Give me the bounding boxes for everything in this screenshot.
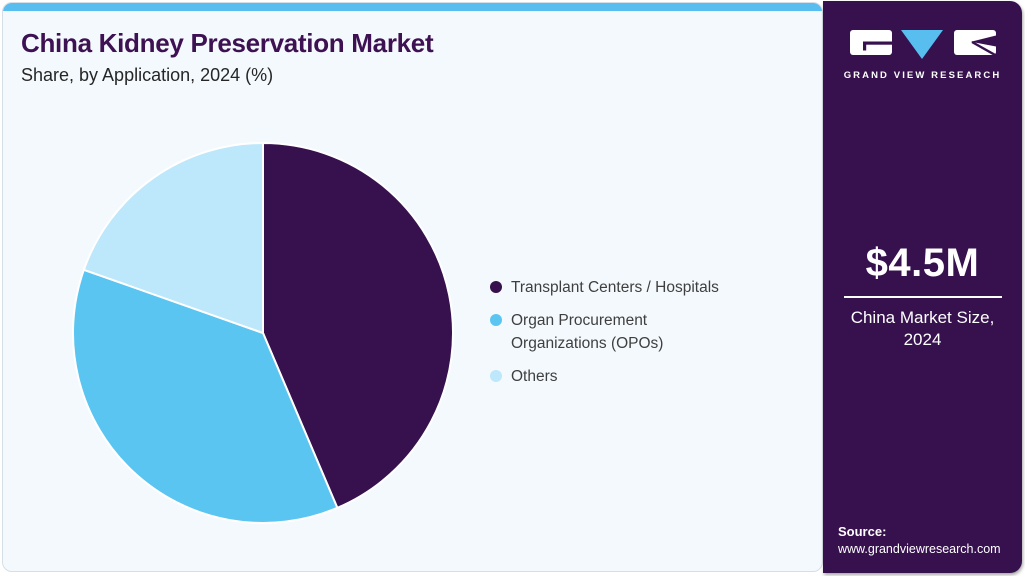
pie-chart	[72, 142, 454, 524]
legend-swatch-icon	[490, 281, 502, 293]
legend-swatch-icon	[490, 314, 502, 327]
legend-swatch-icon	[490, 370, 502, 383]
legend: Transplant Centers / Hospitals Organ Proc…	[490, 277, 742, 389]
brand-logo-text: GRAND VIEW RESEARCH	[843, 70, 1002, 81]
market-size-label-line1: China Market Size,	[850, 308, 995, 327]
chart-panel: China Kidney Preservation Market Share, …	[2, 2, 823, 572]
source-block: Source: www.grandviewresearch.com	[838, 524, 1001, 556]
source-url-link[interactable]: www.grandviewresearch.com	[838, 542, 1001, 556]
legend-item: Others	[490, 366, 742, 388]
legend-label: Organ Procurement Organizations (OPOs)	[511, 312, 664, 352]
pie-slice	[72, 268, 339, 524]
market-size-block: $4.5M China Market Size, 2024	[823, 241, 1022, 352]
legend-item: Transplant Centers / Hospitals	[490, 277, 742, 299]
divider-line	[843, 296, 1002, 298]
source-label: Source:	[838, 524, 887, 539]
legend-item: Organ Procurement Organizations (OPOs)	[490, 310, 742, 355]
market-size-label-line2: 2024	[903, 330, 942, 350]
legend-label: Others	[511, 368, 558, 386]
brand-sidebar: GRAND VIEW RESEARCH $4.5M China Market S…	[823, 1, 1022, 573]
gvr-logo-icon	[849, 30, 996, 59]
market-size-value: $4.5M	[865, 241, 980, 285]
brand-logo: GRAND VIEW RESEARCH	[823, 29, 1022, 81]
pie-slice	[82, 142, 264, 334]
chart-header: China Kidney Preservation Market Share, …	[21, 29, 661, 86]
chart-subtitle: Share, by Application, 2024 (%)	[21, 64, 274, 85]
pie-slice	[262, 142, 454, 509]
pie-chart-container	[68, 138, 458, 528]
accent-top-bar	[3, 3, 822, 11]
chart-title: China Kidney Preservation Market	[21, 28, 434, 58]
legend-label: Transplant Centers / Hospitals	[511, 279, 719, 296]
market-size-label: China Market Size, 2024	[823, 307, 1022, 352]
